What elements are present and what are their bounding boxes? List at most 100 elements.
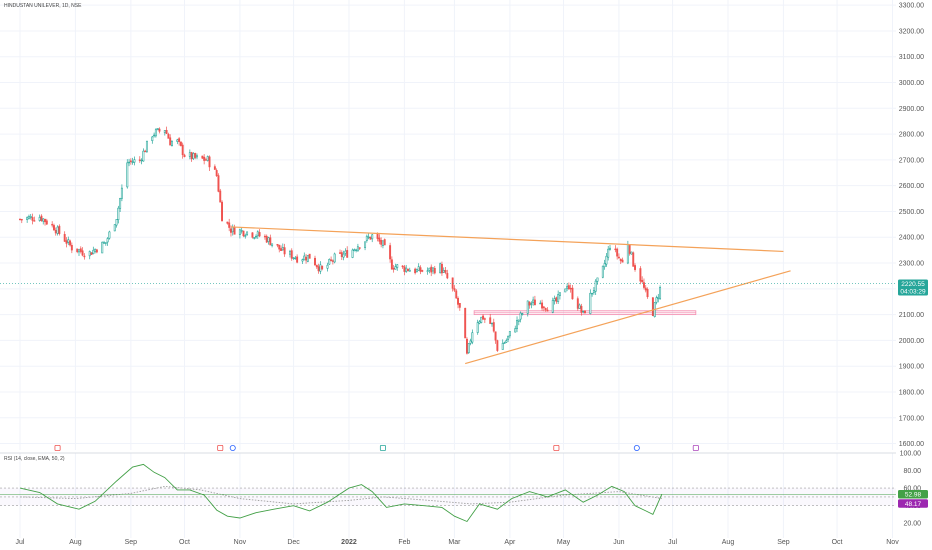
candle-body	[340, 252, 343, 257]
candle-body	[428, 267, 431, 271]
candle-body	[355, 249, 358, 252]
candle-body	[541, 302, 544, 309]
candle-body	[526, 300, 529, 314]
candle-body	[120, 187, 123, 199]
x-tick-label: Sep	[125, 539, 138, 546]
candle-body	[40, 215, 43, 222]
candle-body	[532, 299, 535, 303]
x-tick-label: Jul	[668, 539, 677, 546]
x-tick-label: Jun	[613, 539, 624, 546]
candle-body	[103, 242, 106, 244]
candle-body	[296, 256, 299, 263]
candle-body	[426, 270, 429, 272]
candle-body	[288, 251, 291, 255]
candle-body	[478, 321, 481, 324]
candle-body	[129, 160, 132, 162]
candle-body	[263, 235, 266, 238]
candle-body	[128, 161, 131, 164]
candle-body	[108, 231, 111, 239]
candle-body	[417, 266, 420, 271]
price-tick-label: 3300.00	[899, 3, 924, 10]
grid	[0, 0, 896, 538]
candle-body	[44, 218, 47, 223]
candle-body	[33, 220, 36, 222]
candle-body	[271, 243, 274, 246]
candle-body	[621, 259, 624, 263]
candle-body	[507, 335, 510, 340]
candle-body	[482, 315, 485, 320]
candle-body	[319, 264, 322, 272]
candle-body	[589, 292, 592, 314]
rsi-line	[19, 463, 663, 523]
candle-body	[503, 342, 506, 344]
split-marker[interactable]	[692, 444, 699, 451]
candle-body	[458, 302, 461, 308]
x-tick-label: 2022	[341, 539, 357, 546]
candle-body	[29, 215, 32, 218]
candle-body	[469, 340, 472, 344]
candle-body	[558, 292, 561, 296]
candle-body	[501, 343, 504, 350]
candle-body	[267, 237, 270, 242]
candle-body	[133, 159, 136, 163]
x-tick-label: Dec	[287, 539, 300, 546]
candle-body	[101, 241, 104, 254]
resistance-line[interactable]	[230, 226, 784, 253]
rising-support-line[interactable]	[465, 270, 791, 365]
candle-body	[256, 231, 259, 237]
candle-body	[346, 250, 349, 258]
candle-body	[27, 216, 30, 219]
candle-body	[655, 297, 658, 303]
candle-body	[432, 267, 434, 272]
candle-body	[471, 332, 474, 343]
price-tick-label: 2700.00	[899, 157, 924, 164]
candle-body	[276, 243, 279, 246]
candle-body	[514, 328, 517, 333]
candle-body	[371, 234, 374, 240]
candle-body	[533, 299, 536, 306]
rsi-ema-line	[19, 485, 662, 505]
earnings-down-marker[interactable]	[217, 444, 224, 451]
last-price-tag-text: 04:03:29	[900, 289, 926, 296]
earnings-down-marker[interactable]	[553, 444, 560, 451]
candle-body	[90, 252, 93, 255]
price-tick-label: 1600.00	[899, 441, 924, 448]
candle-body	[496, 340, 499, 351]
candle-body	[353, 249, 356, 251]
candle-body	[306, 255, 309, 262]
candle-body	[614, 248, 617, 251]
candle-body	[208, 156, 211, 168]
dividend-marker[interactable]	[229, 444, 236, 451]
candle-body	[330, 259, 333, 261]
earnings-up-marker[interactable]	[379, 444, 386, 451]
candle-body	[419, 267, 422, 272]
candle-body	[269, 237, 272, 246]
earnings-down-marker[interactable]	[54, 444, 61, 451]
candle-body	[433, 268, 436, 274]
candle-body	[483, 318, 486, 320]
candle-body	[571, 287, 574, 300]
candle-body	[176, 139, 179, 142]
candle-body	[203, 156, 206, 161]
candle-body	[580, 305, 583, 313]
candle-body	[592, 289, 595, 293]
candle-body	[344, 250, 347, 254]
event-markers[interactable]	[54, 444, 699, 451]
candle-body	[206, 156, 209, 161]
candle-body	[158, 128, 161, 132]
time-axis[interactable]: Jul Aug Sep Oct Nov Dec 2022 Feb Mar Apr May Jun Jul…	[16, 539, 900, 546]
symbol-title: HINDUSTAN UNILEVER, 1D, NSE	[4, 3, 82, 9]
x-tick-label: Aug	[722, 539, 735, 546]
candle-body	[156, 128, 159, 130]
rsi-tick-label: 100.00	[900, 451, 922, 458]
candle-body	[246, 231, 249, 235]
candle-body	[628, 244, 631, 254]
candle-body	[233, 226, 236, 235]
candle-body	[221, 201, 224, 222]
dividend-marker[interactable]	[633, 444, 640, 451]
candle-body	[358, 247, 361, 249]
trendlines[interactable]	[230, 226, 791, 365]
candle-body	[331, 260, 334, 262]
candle-body	[555, 297, 558, 302]
